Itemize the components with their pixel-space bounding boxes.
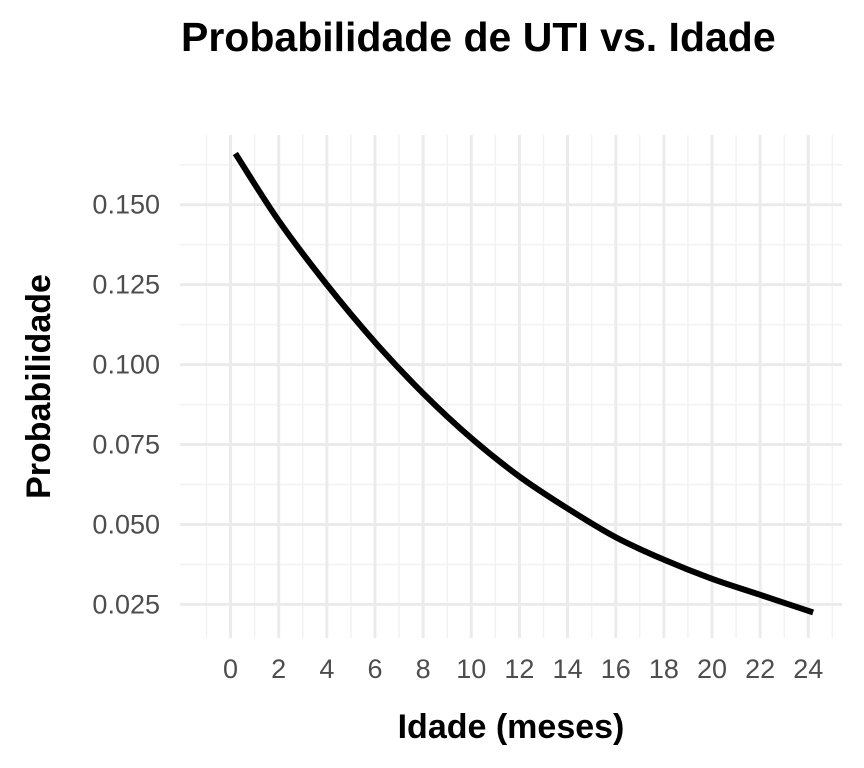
chart-title: Probabilidade de UTI vs. Idade [181,14,776,60]
x-tick-labels: 0 2 4 6 8 10 12 14 16 18 20 22 24 [223,654,823,684]
x-tick-label: 16 [601,654,631,684]
grid-major [180,135,842,638]
x-tick-label: 4 [319,654,334,684]
series-line [232,151,815,616]
y-tick-label: 0.075 [92,430,160,460]
x-tick-label: 24 [793,654,823,684]
grid-minor [180,135,842,638]
y-axis-title: Probabilidade [20,274,58,499]
y-tick-label: 0.025 [92,589,160,619]
x-tick-label: 12 [504,654,534,684]
x-axis-title: Idade (meses) [398,708,625,746]
x-tick-label: 10 [456,654,486,684]
x-tick-label: 20 [697,654,727,684]
series-layer [232,151,815,616]
y-tick-label: 0.050 [92,509,160,539]
y-tick-labels: 0.025 0.050 0.075 0.100 0.125 0.150 [92,190,160,620]
x-tick-label: 22 [745,654,775,684]
x-tick-label: 0 [223,654,238,684]
x-tick-label: 6 [367,654,382,684]
x-tick-label: 2 [271,654,286,684]
y-tick-label: 0.100 [92,350,160,380]
x-tick-label: 14 [553,654,583,684]
y-tick-label: 0.150 [92,190,160,220]
y-tick-label: 0.125 [92,270,160,300]
x-tick-label: 8 [416,654,431,684]
x-tick-label: 18 [649,654,679,684]
